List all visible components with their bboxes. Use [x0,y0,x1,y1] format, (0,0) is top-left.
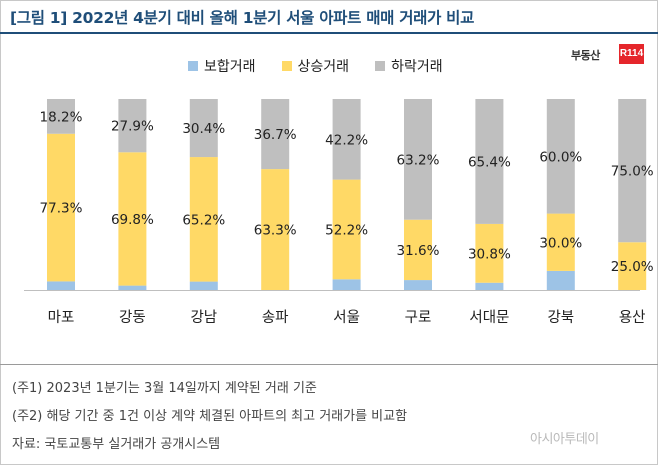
legend-label-flat: 보합거래 [204,59,256,75]
category-label-6: 구로 [405,310,432,326]
data-label-fall-2: 27.9% [111,119,154,135]
bar-rise-4 [261,169,290,290]
legend-label-fall: 하락거래 [391,59,443,75]
bar-rise-6 [404,219,432,281]
footnote-1: (주1) 2023년 1분기는 3월 14일까지 계약된 거래 기준 [12,381,317,396]
data-label-fall-7: 65.4% [468,154,511,170]
category-label-5: 서울 [333,309,360,326]
bar-fall-1 [47,99,75,134]
category-label-8: 강북 [547,309,574,326]
bar-rise-1 [47,133,75,282]
category-label-7: 서대문 [469,309,509,326]
data-label-rise-9: 25.0% [611,259,654,275]
data-label-fall-9: 75.0% [611,164,654,180]
bar-fall-9 [618,99,647,243]
data-label-fall-4: 36.7% [254,127,297,143]
data-label-rise-7: 30.8% [468,246,511,262]
legend-item-fall: 하락거래 [375,56,443,76]
bar-flat-3 [189,281,218,290]
category-label-4: 송파 [262,309,289,326]
category-label-1: 마포 [48,309,75,326]
bar-fall-7 [475,99,504,224]
data-label-rise-4: 63.3% [254,223,297,239]
data-label-rise-1: 77.3% [40,201,83,217]
bar-fall-2 [118,99,147,153]
bar-rise-9 [618,242,647,290]
watermark-text: 아시아투데이 [530,432,599,447]
bar-rise-5 [332,179,361,280]
data-label-rise-8: 30.0% [539,235,582,251]
data-label-fall-6: 63.2% [397,152,440,168]
data-label-rise-3: 65.2% [182,212,225,228]
bar-rise-7 [475,223,504,283]
legend-swatch-rise [281,61,292,71]
bar-fall-5 [332,99,361,180]
brand-logo-badge: R114 [619,44,644,64]
stacked-bar-chart: 77.3% 18.2% 마포 69.8% 27.9% 강동 65.2% 30.4% 강남 63.3… [24,99,654,326]
bar-fall-3 [189,99,218,158]
bar-flat-2 [118,285,147,290]
chart-legend: 보합거래 상승거래 하락거래 [188,56,469,76]
footnote-source: 자료: 국토교통부 실거래가 공개시스템 [12,437,221,452]
bar-flat-5 [332,279,361,290]
category-label-2: 강동 [119,309,146,326]
legend-item-flat: 보합거래 [188,56,256,76]
category-label-9: 용산 [619,309,646,326]
legend-label-rise: 상승거래 [297,59,350,75]
data-label-fall-1: 18.2% [40,109,83,125]
bar-fall-4 [261,99,290,170]
data-label-fall-5: 42.2% [325,132,368,148]
bar-flat-7 [475,282,504,290]
footnote-2: (주2) 해당 기간 중 1건 이상 계약 체결된 아파트의 최고 거래가를 비… [12,409,408,424]
bar-rise-3 [189,157,218,282]
legend-item-rise: 상승거래 [281,56,350,76]
legend-swatch-flat [188,61,198,71]
bar-rise-2 [118,152,147,286]
bar-flat-1 [47,281,75,290]
data-label-rise-5: 52.2% [325,222,368,238]
data-label-fall-8: 60.0% [539,149,582,165]
bar-rise-8 [546,213,575,271]
bar-flat-8 [546,270,575,290]
bar-fall-8 [546,99,575,214]
data-label-rise-2: 69.8% [111,212,154,228]
category-label-3: 강남 [190,309,217,326]
data-label-fall-3: 30.4% [182,121,225,137]
figure-title: [그림 1] 2022년 4분기 대비 올해 1분기 서울 아파트 매매 거래가… [10,9,475,27]
legend-swatch-fall [375,61,386,71]
footnotes: (주1) 2023년 1분기는 3월 14일까지 계약된 거래 기준 (주2) … [0,364,658,452]
bar-flat-6 [404,280,432,290]
bar-fall-6 [404,99,432,220]
brand-logo-text: 부동산 [571,49,600,62]
data-label-rise-6: 31.6% [397,243,440,259]
title-divider [0,32,658,34]
